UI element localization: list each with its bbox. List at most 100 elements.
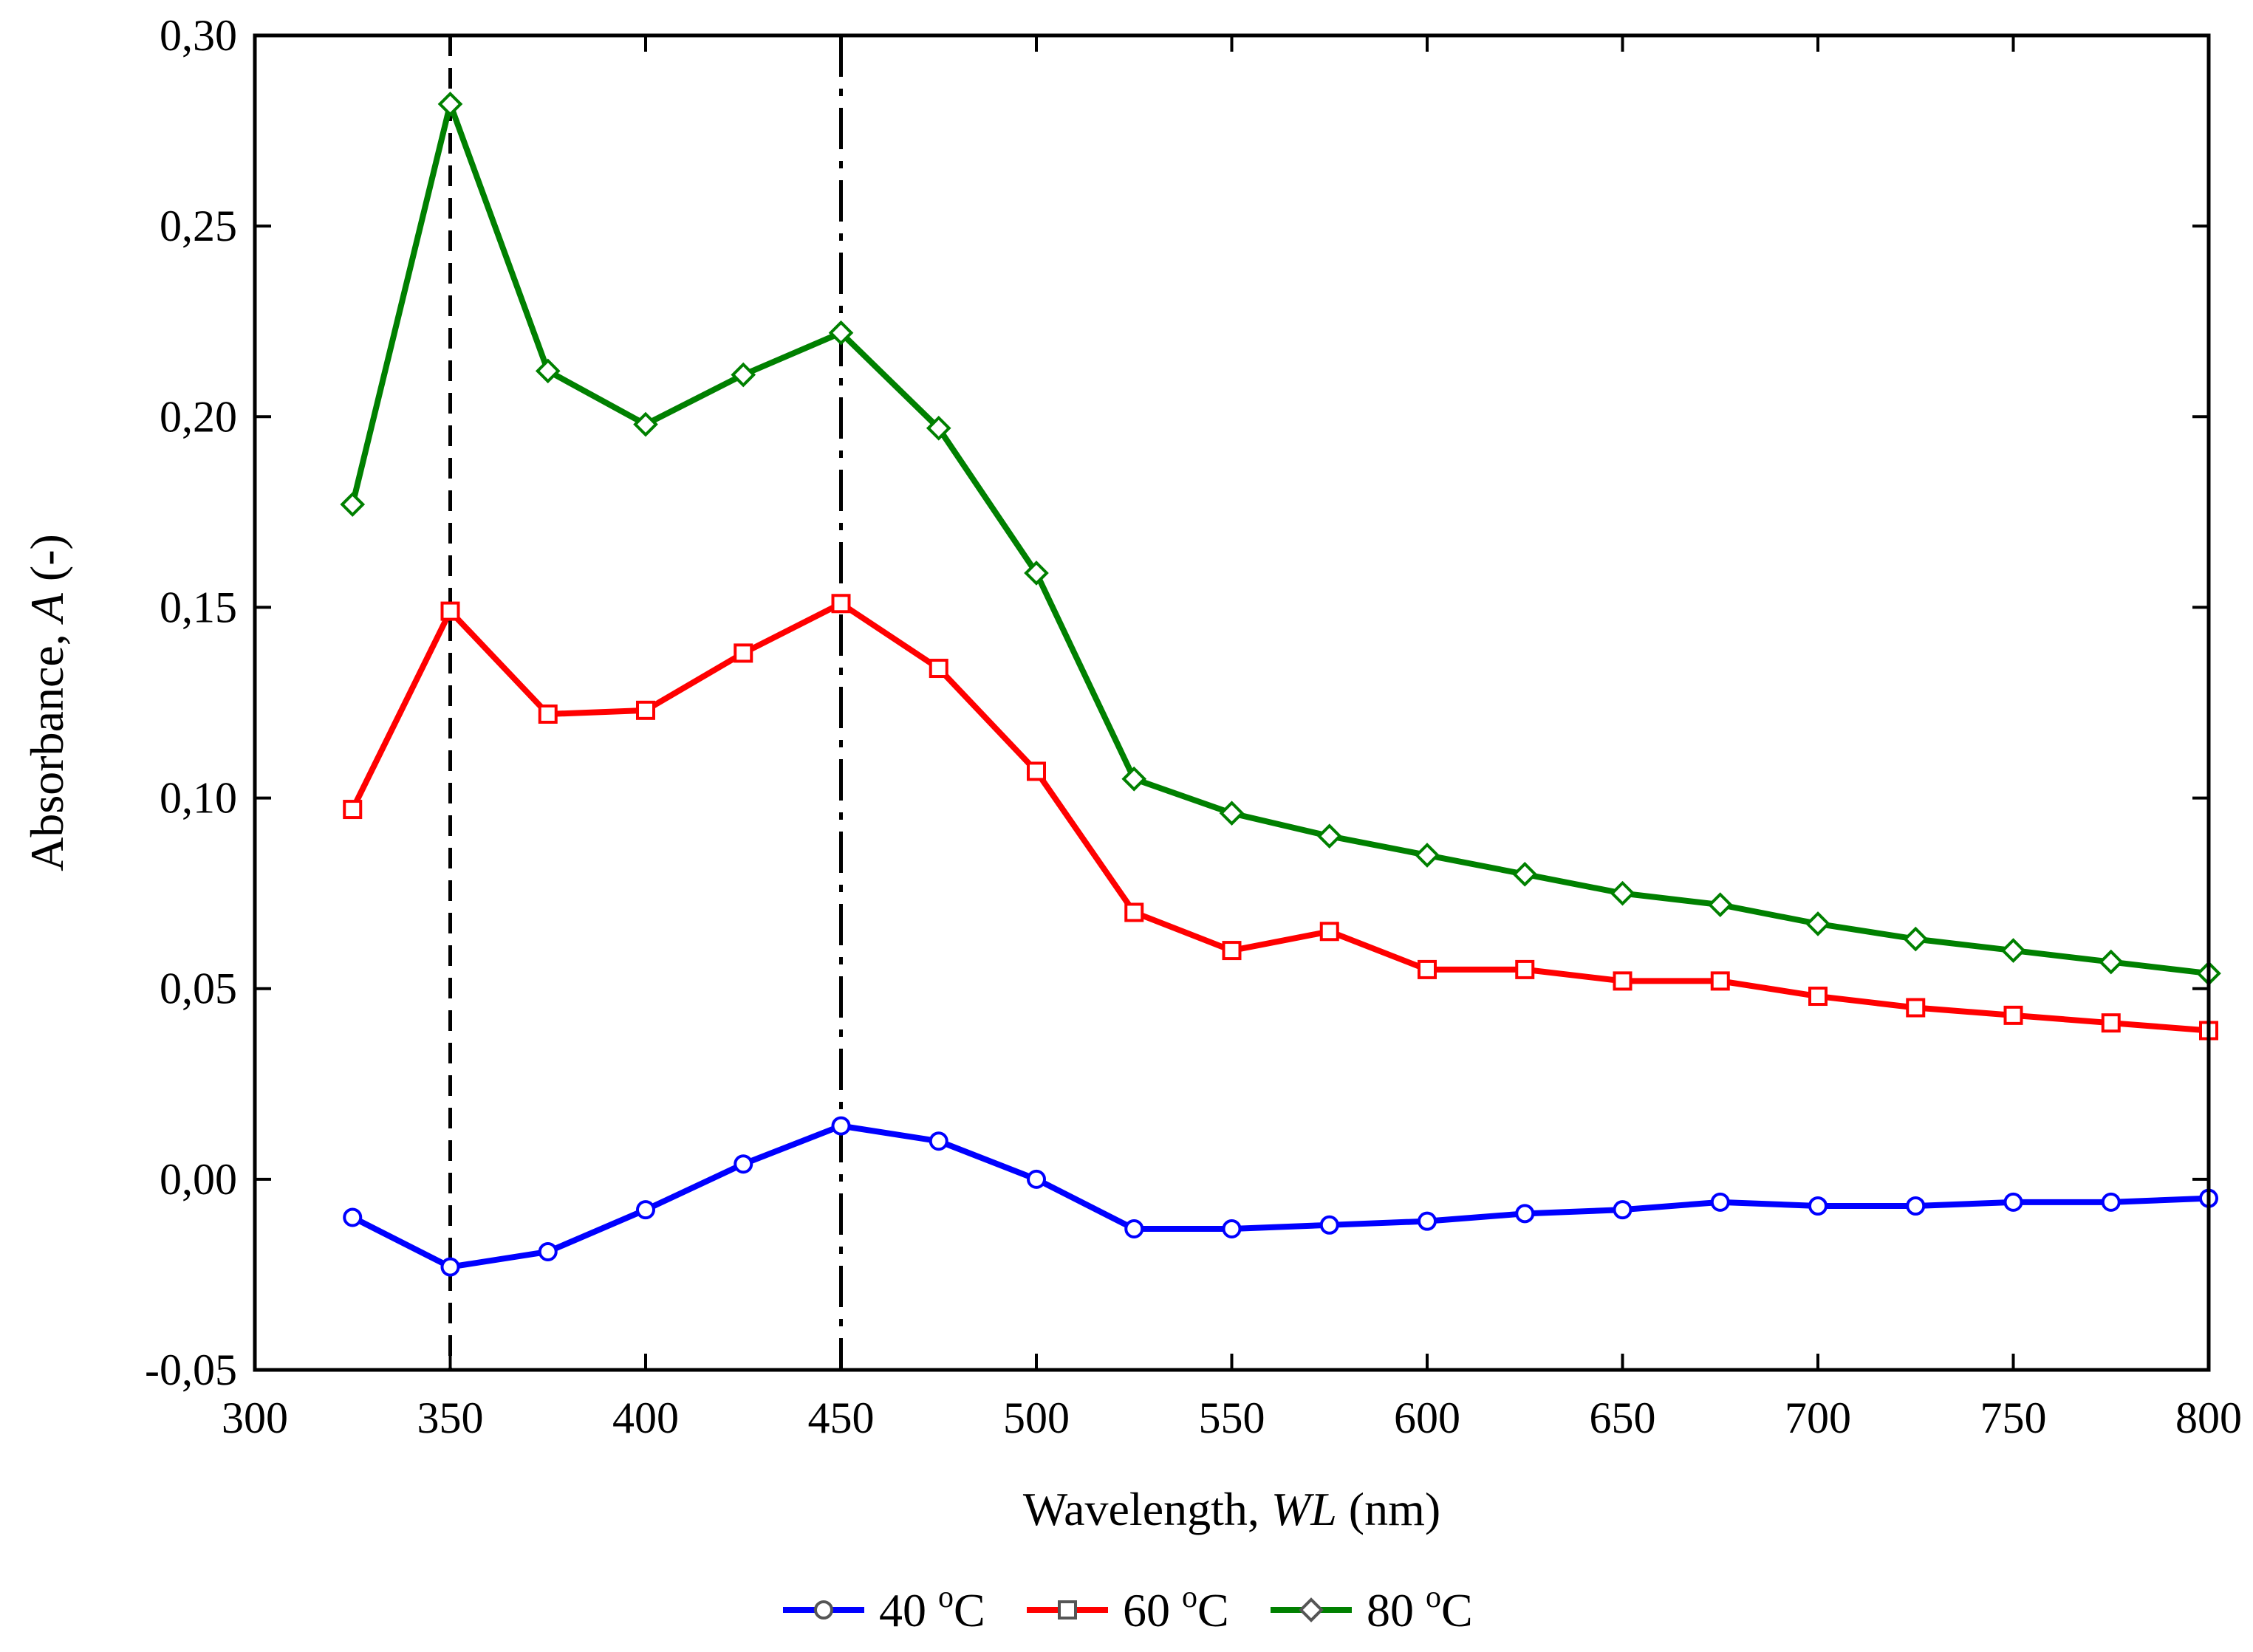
legend-swatch-marker [814, 1600, 833, 1620]
data-point [1710, 971, 1730, 991]
data-point [1027, 1169, 1046, 1189]
data-point [831, 594, 851, 614]
data-point [2003, 1192, 2023, 1212]
data-point [929, 659, 948, 679]
data-point [2003, 1005, 2023, 1025]
data-point [734, 643, 753, 663]
data-point [535, 358, 561, 384]
legend-label-value: 40 [879, 1584, 938, 1636]
x-tick-label: 400 [612, 1394, 679, 1442]
plot-area-frame [253, 33, 2211, 1372]
y-axis-title-unit: (-) [21, 534, 73, 593]
data-point [1418, 1211, 1437, 1231]
data-point [2101, 1013, 2121, 1033]
x-tick-label: 300 [222, 1394, 288, 1442]
data-point [1610, 880, 1635, 906]
data-point [538, 704, 558, 724]
series-1 [343, 1116, 2218, 1277]
data-point [1222, 1219, 1242, 1238]
legend-label: 60 oC [1123, 1580, 1229, 1636]
y-tick-label: 0,30 [160, 11, 237, 60]
legend-label-degree: o [938, 1580, 954, 1614]
x-tick-label: 350 [417, 1394, 484, 1442]
data-point [1906, 1196, 1926, 1216]
data-point [440, 1257, 460, 1277]
data-point [2000, 938, 2026, 963]
data-point [926, 415, 951, 441]
data-point [1903, 926, 1929, 952]
legend-label: 80 oC [1367, 1580, 1473, 1636]
legend-swatch-marker [1299, 1597, 1324, 1622]
data-point [1222, 941, 1242, 961]
data-point [929, 1131, 948, 1151]
y-tick-label: 0,20 [160, 392, 237, 441]
data-point [1024, 561, 1049, 586]
series-line-1 [351, 1123, 2209, 1270]
data-point [1415, 843, 1440, 868]
y-tick-label: 0,10 [160, 774, 237, 823]
legend-label-degree: o [1426, 1580, 1441, 1614]
legend-swatch-marker [1058, 1600, 1077, 1620]
data-point [633, 411, 658, 437]
data-point [1319, 1215, 1339, 1235]
x-tick-label: 500 [1003, 1394, 1070, 1442]
data-point [734, 1154, 753, 1174]
data-point [1613, 1200, 1633, 1220]
x-tick-label: 750 [1980, 1394, 2047, 1442]
data-point [731, 362, 756, 388]
legend-label-unit: C [1197, 1584, 1229, 1636]
x-tick-label: 450 [808, 1394, 875, 1442]
y-axis-title-symbol: A [21, 592, 73, 625]
data-point [437, 92, 463, 117]
data-point [1808, 1196, 1828, 1216]
x-tick-label: 600 [1394, 1394, 1460, 1442]
legend-item-1: 40 oC [783, 1580, 985, 1636]
data-point [1710, 1192, 1730, 1212]
data-point [343, 800, 363, 820]
series-3 [340, 92, 2221, 986]
data-point [1418, 959, 1437, 979]
data-point [1805, 911, 1830, 936]
y-axis: -0,05 0,00 0,05 0,10 0,15 0,20 0,25 0,30 [145, 11, 2209, 1394]
x-axis-title-symbol: WL [1271, 1483, 1337, 1535]
data-point [1124, 902, 1144, 922]
series-line-3 [349, 100, 2209, 977]
y-axis-title: Absorbance, A (-) [21, 534, 73, 871]
data-point [1808, 987, 1828, 1007]
data-point [1027, 761, 1046, 781]
data-point [636, 1200, 655, 1220]
series-layer [340, 92, 2221, 1277]
legend-label-degree: o [1182, 1580, 1197, 1614]
y-axis-title-main: Absorbance, [21, 622, 73, 871]
data-point [828, 320, 854, 346]
data-point [1316, 823, 1342, 849]
x-axis: 300 350 400 450 500 550 600 650 700 750 800 [222, 35, 2242, 1442]
data-point [2101, 1192, 2121, 1212]
y-tick-label: -0,05 [145, 1346, 237, 1394]
x-tick-label: 550 [1199, 1394, 1265, 1442]
data-point [1219, 801, 1245, 826]
legend-item-2: 60 oC [1027, 1580, 1229, 1636]
data-point [831, 1116, 851, 1136]
data-point [1515, 1204, 1535, 1224]
reference-lines [448, 35, 843, 1370]
series-line-2 [349, 600, 2209, 1034]
data-point [1515, 959, 1535, 979]
data-point [1124, 1219, 1144, 1238]
data-point [1512, 862, 1538, 887]
data-point [340, 492, 366, 517]
legend-label-value: 60 [1123, 1584, 1182, 1636]
y-tick-label: 0,25 [160, 202, 237, 250]
data-point [1613, 971, 1633, 991]
data-point [440, 601, 460, 621]
data-point [343, 1207, 363, 1227]
legend-label-unit: C [954, 1584, 985, 1636]
y-tick-label: 0,00 [160, 1155, 237, 1204]
x-axis-title-unit: (nm) [1337, 1483, 1440, 1535]
legend: 40 oC 60 oC 80 oC [783, 1580, 1473, 1636]
data-point [1121, 766, 1147, 792]
series-2 [343, 594, 2218, 1041]
y-tick-label: 0,15 [160, 583, 237, 631]
data-point [2098, 949, 2124, 975]
